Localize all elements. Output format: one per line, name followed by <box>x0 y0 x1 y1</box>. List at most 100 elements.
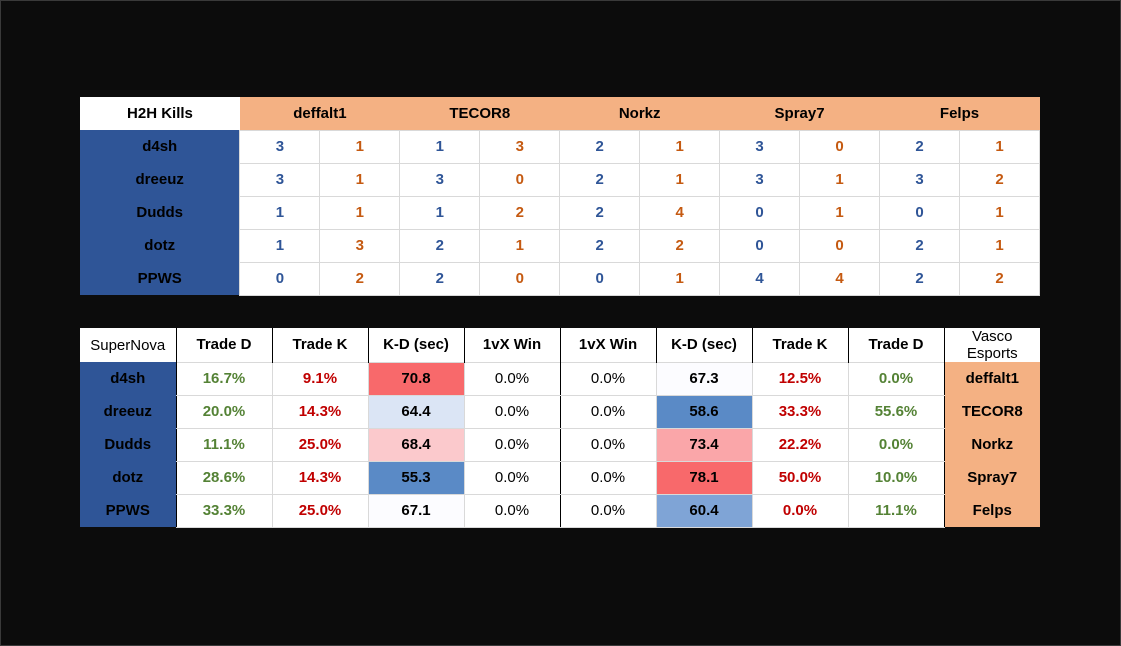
opp-kd-value: 73.4 <box>655 427 753 462</box>
kills-cell: 2 <box>879 261 960 296</box>
deaths-cell: 0 <box>479 162 561 197</box>
trade-k-value: 9.1% <box>271 361 369 396</box>
opp-1vx-win-value: 0.0% <box>559 361 657 396</box>
kills-cell: 3 <box>239 129 321 164</box>
opponent-name: Felps <box>944 494 1040 527</box>
team-right-name: Vasco Esports <box>944 328 1040 362</box>
trade-d-value: 16.7% <box>175 361 273 396</box>
column-header: 1vX Win <box>559 328 657 362</box>
opponent-name: TECOR8 <box>944 395 1040 428</box>
player-name: d4sh <box>80 130 240 163</box>
opponent-header: TECOR8 <box>399 97 560 130</box>
column-header: Trade K <box>751 328 849 362</box>
opponent-name: Norkz <box>944 428 1040 461</box>
kills-cell: 0 <box>559 261 641 296</box>
h2h-header-row: H2H Kills deffalt1 TECOR8 Norkz Spray7 F… <box>80 97 1040 130</box>
opp-trade-d-value: 0.0% <box>847 427 945 462</box>
column-header: K-D (sec) <box>367 328 465 362</box>
opp-kd-value: 58.6 <box>655 394 753 429</box>
h2h-title: H2H Kills <box>80 97 240 130</box>
kills-cell: 2 <box>879 228 960 263</box>
player-name: dotz <box>80 229 240 262</box>
opponent-name: deffalt1 <box>944 362 1040 395</box>
table-row: PPWS 0 2 2 0 0 1 4 4 2 2 <box>80 261 1041 296</box>
kills-cell: 2 <box>559 228 641 263</box>
table-row: dreeuz 20.0% 14.3% 64.4 0.0% 0.0% 58.6 3… <box>80 394 1040 429</box>
team-left-name: SuperNova <box>80 328 176 362</box>
trade-d-value: 11.1% <box>175 427 273 462</box>
column-header: K-D (sec) <box>655 328 753 362</box>
deaths-cell: 1 <box>319 162 401 197</box>
kills-cell: 2 <box>399 261 481 296</box>
kills-cell: 1 <box>239 228 321 263</box>
kills-cell: 2 <box>559 162 641 197</box>
deaths-cell: 1 <box>639 129 721 164</box>
kills-cell: 1 <box>239 195 321 230</box>
opp-trade-k-value: 12.5% <box>751 361 849 396</box>
deaths-cell: 2 <box>958 162 1041 197</box>
trade-d-value: 20.0% <box>175 394 273 429</box>
kills-cell: 3 <box>879 162 960 197</box>
opp-kd-value: 60.4 <box>655 493 753 528</box>
kd-value: 55.3 <box>367 460 465 495</box>
kills-cell: 1 <box>399 129 481 164</box>
opp-trade-d-value: 55.6% <box>847 394 945 429</box>
deaths-cell: 1 <box>799 195 881 230</box>
trade-k-value: 14.3% <box>271 394 369 429</box>
player-name: dreeuz <box>80 163 240 196</box>
column-header: Trade D <box>175 328 273 362</box>
deaths-cell: 0 <box>799 129 881 164</box>
kills-cell: 2 <box>559 195 641 230</box>
table-row: PPWS 33.3% 25.0% 67.1 0.0% 0.0% 60.4 0.0… <box>80 493 1040 528</box>
opp-1vx-win-value: 0.0% <box>559 460 657 495</box>
deaths-cell: 1 <box>319 129 401 164</box>
opp-kd-value: 78.1 <box>655 460 753 495</box>
table-row: d4sh 16.7% 9.1% 70.8 0.0% 0.0% 67.3 12.5… <box>80 361 1040 396</box>
kills-cell: 2 <box>399 228 481 263</box>
1vx-win-value: 0.0% <box>463 460 561 495</box>
1vx-win-value: 0.0% <box>463 427 561 462</box>
deaths-cell: 4 <box>639 195 721 230</box>
column-header: Trade D <box>847 328 945 362</box>
table-row: Dudds 1 1 1 2 2 4 0 1 0 1 <box>80 195 1041 230</box>
stats-header-row: SuperNova Trade D Trade K K-D (sec) 1vX … <box>80 328 1040 362</box>
opp-trade-d-value: 10.0% <box>847 460 945 495</box>
kills-cell: 3 <box>719 162 801 197</box>
kills-cell: 2 <box>879 129 960 164</box>
deaths-cell: 2 <box>479 195 561 230</box>
kd-value: 67.1 <box>367 493 465 528</box>
opp-trade-k-value: 50.0% <box>751 460 849 495</box>
opp-trade-k-value: 0.0% <box>751 493 849 528</box>
deaths-cell: 1 <box>639 162 721 197</box>
deaths-cell: 1 <box>958 195 1041 230</box>
opp-trade-k-value: 33.3% <box>751 394 849 429</box>
player-name: dreeuz <box>80 395 176 428</box>
deaths-cell: 3 <box>319 228 401 263</box>
deaths-cell: 2 <box>639 228 721 263</box>
deaths-cell: 1 <box>639 261 721 296</box>
opponent-header: Spray7 <box>719 97 880 130</box>
trade-d-value: 28.6% <box>175 460 273 495</box>
h2h-kills-table: H2H Kills deffalt1 TECOR8 Norkz Spray7 F… <box>80 97 1041 296</box>
kd-value: 64.4 <box>367 394 465 429</box>
deaths-cell: 3 <box>479 129 561 164</box>
deaths-cell: 1 <box>799 162 881 197</box>
1vx-win-value: 0.0% <box>463 493 561 528</box>
table-row: dotz 1 3 2 1 2 2 0 0 2 1 <box>80 228 1041 263</box>
column-header: 1vX Win <box>463 328 561 362</box>
kills-cell: 3 <box>399 162 481 197</box>
deaths-cell: 1 <box>958 228 1041 263</box>
deaths-cell: 1 <box>958 129 1041 164</box>
opp-trade-d-value: 11.1% <box>847 493 945 528</box>
table-row: dotz 28.6% 14.3% 55.3 0.0% 0.0% 78.1 50.… <box>80 460 1040 495</box>
opponent-header: deffalt1 <box>239 97 400 130</box>
table-row: dreeuz 3 1 3 0 2 1 3 1 3 2 <box>80 162 1041 197</box>
table-row: d4sh 3 1 1 3 2 1 3 0 2 1 <box>80 129 1041 164</box>
column-header: Trade K <box>271 328 369 362</box>
opp-trade-d-value: 0.0% <box>847 361 945 396</box>
deaths-cell: 1 <box>479 228 561 263</box>
1vx-win-value: 0.0% <box>463 361 561 396</box>
kills-cell: 0 <box>719 195 801 230</box>
team-stats-table: SuperNova Trade D Trade K K-D (sec) 1vX … <box>80 328 1040 528</box>
player-name: PPWS <box>80 494 176 527</box>
